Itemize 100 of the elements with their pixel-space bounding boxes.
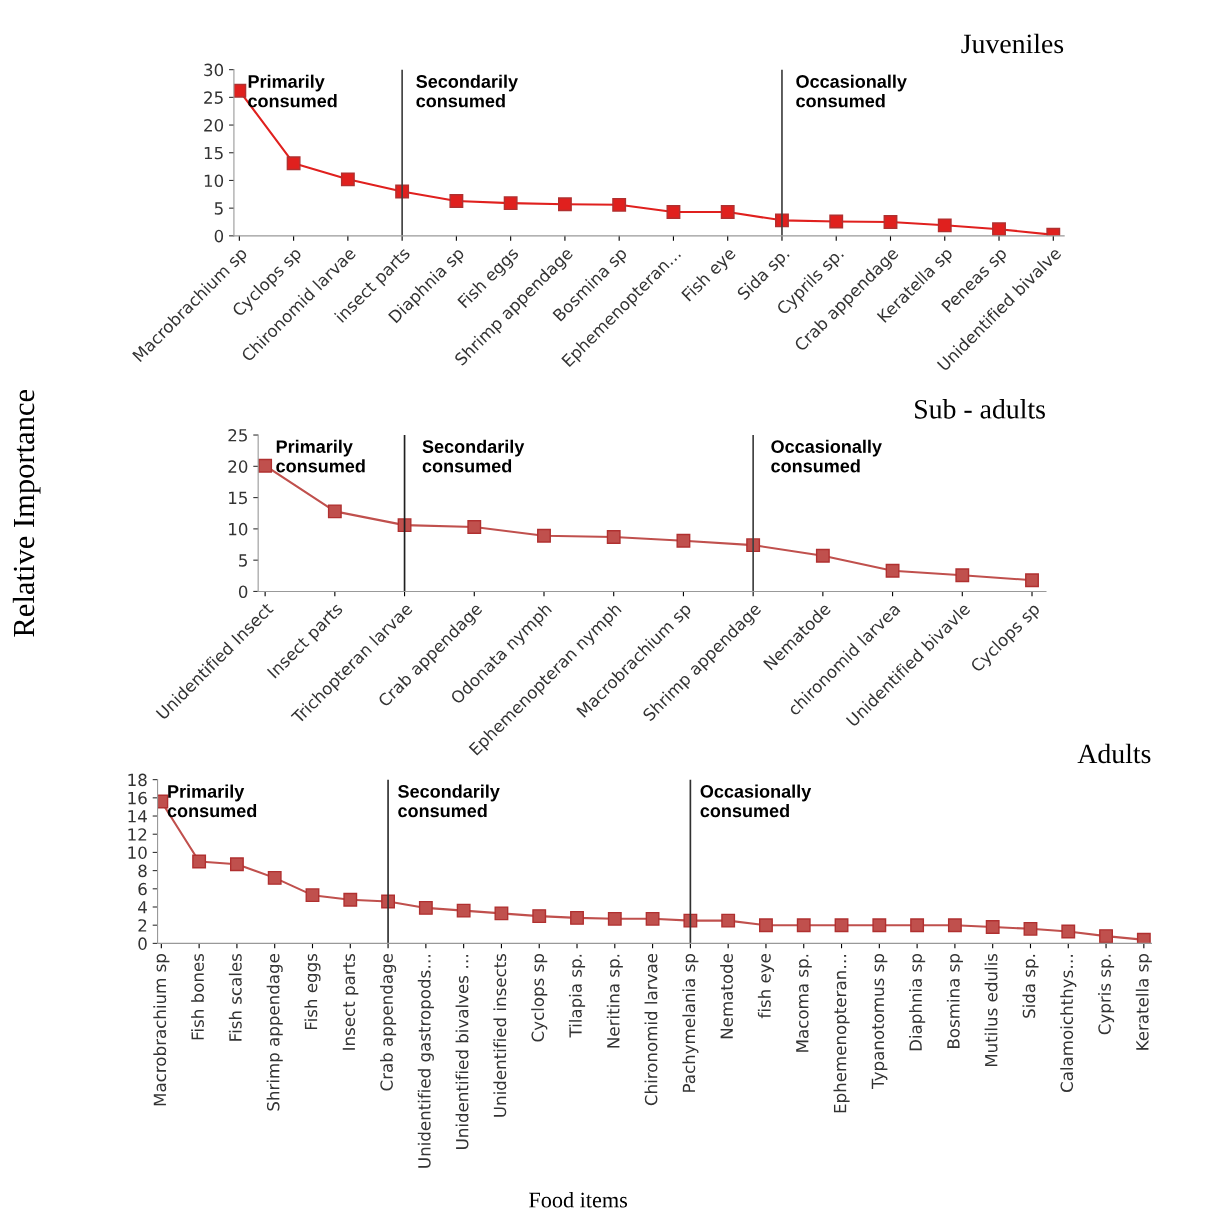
x-tick-label: Keratella sp [1135,954,1152,1050]
x-tick-label: Cyclops sp [531,954,548,1042]
chart-title: Sub - adults [915,399,1045,419]
y-tick-label: 20 [228,460,248,473]
x-tick-label: Diaphnia sp [909,954,926,1051]
annotation: Occasionally consumed [700,784,812,818]
annotation: Primarily consumed [276,439,365,473]
y-tick-label: 6 [138,882,147,896]
point [557,197,572,212]
x-tick-label: Mutilus edulis [984,953,998,1067]
x-tick-label: Sida sp. [1022,954,1039,1018]
point [343,892,358,907]
y-tick-label: 10 [229,522,248,536]
point [192,854,207,869]
x-tick-label: Shrimp appendage [266,954,283,1111]
point [418,900,433,915]
point [721,913,736,928]
point [267,870,282,885]
point [286,156,301,171]
point [937,218,952,233]
y-tick-label: 5 [214,202,223,215]
x-tick-label: Crab appendage [380,954,397,1091]
point [955,568,970,583]
x-tick-label: Macrobrachium sp [153,954,170,1106]
annotation: Occasionally consumed [796,74,907,108]
y-tick-label: 5 [239,554,247,567]
y-tick-label: 12 [128,828,147,841]
y-axis-title: Relative Importance [12,390,41,637]
point [1099,929,1113,944]
x-tick-label: Macoma sp. [796,954,812,1052]
point [666,205,681,219]
point [1061,924,1076,939]
point [327,504,342,519]
y-tick-label: 0 [214,229,224,243]
x-tick-label: Cypris sp. [1097,954,1115,1035]
point [397,518,412,533]
point [947,918,962,933]
point [467,520,482,534]
point [759,918,773,933]
y-tick-label: 10 [128,846,147,859]
annotation: Secondarily consumed [398,784,500,818]
y-tick-label: 14 [128,810,147,823]
x-tick-label: Pachymelania sp [682,954,699,1092]
annotation: Primarily consumed [248,74,337,108]
point [1025,573,1039,588]
y-tick-label: 4 [138,901,147,914]
y-tick-label: 30 [204,63,224,77]
point [606,530,621,544]
point [834,918,849,933]
y-tick-label: 2 [138,919,147,932]
point [607,911,622,926]
annotation: Secondarily consumed [422,439,525,473]
y-tick-label: 15 [204,146,223,160]
x-tick-label: Nematode [720,954,733,1039]
point [503,196,518,211]
point [229,857,244,872]
y-tick-label: 20 [204,119,224,132]
x-tick-label: Unidentified insects [493,953,507,1117]
point [796,918,811,933]
annotation: Primarily consumed [167,784,257,818]
point [815,548,830,563]
point [910,918,925,933]
x-tick-label: fish eye [757,953,775,1019]
y-tick-label: 8 [138,864,147,878]
y-tick-label: 0 [238,585,248,599]
chart-title: Adults [1077,743,1151,764]
x-tick-label: Unidentified bivalves … [455,955,469,1149]
point [720,205,735,219]
point [449,194,464,208]
y-tick-label: 16 [128,791,147,805]
x-tick-label: Insect parts [342,953,359,1050]
y-tick-label: 0 [138,937,147,950]
point [537,528,551,543]
point [612,197,627,212]
point [456,903,471,918]
point [305,888,320,903]
point [570,910,584,925]
x-tick-label: Fish eggs [304,953,321,1030]
x-tick-label: Chironomid larvae [644,953,658,1106]
point [340,172,355,187]
x-tick-label: Unidentified gastropods… [417,955,434,1168]
point [258,458,273,473]
y-tick-label: 18 [128,773,147,787]
point [872,918,887,933]
x-tick-label: Ephemenopteran… [833,955,850,1113]
x-tick-label: Neritina sp. [606,954,623,1048]
point [676,533,691,548]
point [1136,932,1151,944]
y-tick-label: 25 [228,428,247,442]
annotation: Secondarily consumed [416,74,518,108]
point [532,909,547,924]
point [985,920,1000,934]
annotation: Occasionally consumed [771,439,882,473]
x-tick-label: Fish scales [228,953,242,1041]
chart-title: Juveniles [961,33,1064,54]
y-tick-label: 25 [204,91,223,104]
point [1023,921,1038,936]
point [885,563,900,578]
y-tick-label: 10 [204,174,224,188]
x-tick-label: Typanotomus sp [871,954,888,1089]
